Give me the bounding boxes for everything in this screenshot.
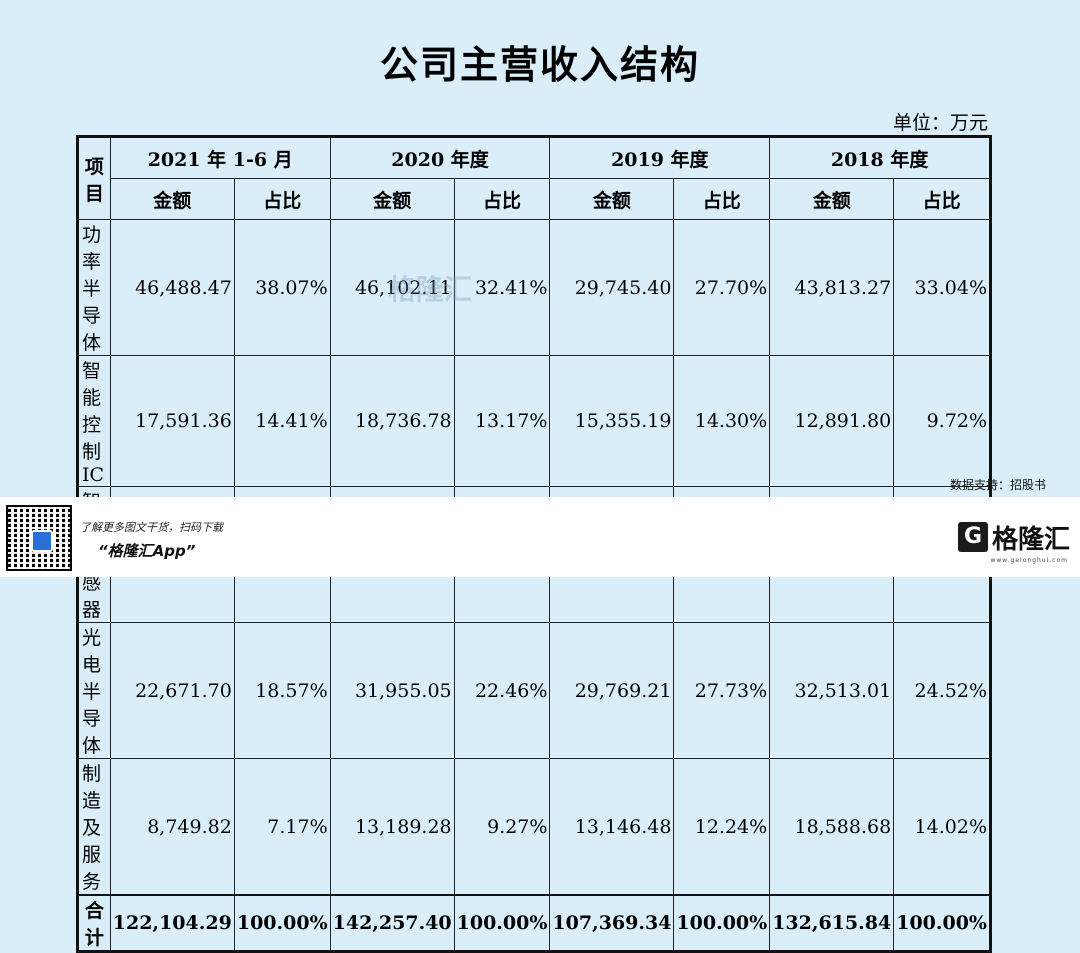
cell-value: 12.24% [673,758,771,896]
period-header: 2018 年度 [769,136,991,179]
table-row: 制造及服务 8,749.82 7.17% 13,189.28 9.27% 13,146.4… [77,758,991,896]
cell-value: 27.73% [673,622,771,759]
period-header: 2021 年 1-6 月 [109,136,331,179]
page-title: 公司主营收入结构 [379,43,700,87]
cell-value: 13.17% [453,355,551,487]
cell-value: 100.00% [893,894,991,952]
table-row: 功率半导体 46,488.47 38.07% 46,102.11 32.41% 29,74… [77,219,991,356]
share-header: 占比 [233,178,331,220]
cell-value: 29,745.40 [549,219,675,356]
cell-value: 100.00% [453,894,551,952]
cell-value: 46,488.47 [109,219,235,356]
cell-value: 8,749.82 [109,758,235,896]
app-name: “格隆汇App” [98,542,196,560]
cell-value: 22,671.70 [109,622,235,759]
cell-value: 14.41% [233,355,331,487]
brand-mark-icon: G [957,522,988,552]
cell-value: 38.07% [233,219,331,356]
cell-value: 14.02% [893,758,991,896]
total-row: 合计 122,104.29 100.00% 142,257.40 100.00%… [77,894,991,952]
footer-bar: 了解更多图文干货，扫码下载 “格隆汇App” G 格隆汇 www.gelongh… [0,497,1080,577]
period-header: 2019 年度 [549,136,771,179]
amount-header: 金额 [329,178,455,220]
row-label: 合计 [77,894,111,952]
header-row-columns: 金额 占比 金额 占比 金额 占比 金额 占比 [78,178,991,220]
cell-value: 27.70% [673,219,771,356]
cell-value: 32,513.01 [769,622,895,759]
cell-value: 100.00% [673,894,771,952]
cell-value: 29,769.21 [549,622,675,759]
cell-value: 107,369.34 [549,894,675,952]
cell-value: 31,955.05 [329,622,455,759]
app-logo-icon [31,530,53,552]
amount-header: 金额 [109,178,235,220]
share-header: 占比 [893,178,991,220]
header-row-periods: 项目 2021 年 1-6 月 2020 年度 2019 年度 2018 年度 [77,136,991,220]
cell-value: 132,615.84 [769,894,895,952]
row-label: 功率半导体 [77,219,111,356]
cell-value: 46,102.11 [329,219,455,356]
row-label: 制造及服务 [77,758,111,896]
download-tip: 了解更多图文干货，扫码下载 [80,521,223,534]
qr-code-icon [6,505,72,571]
cell-value: 9.72% [893,355,991,487]
cell-value: 43,813.27 [769,219,895,356]
cell-value: 18.57% [233,622,331,759]
cell-value: 32.41% [453,219,551,356]
cell-value: 18,736.78 [329,355,455,487]
cell-value: 14.30% [673,355,771,487]
brand-logo: G 格隆汇 [957,519,1070,555]
brand-name: 格隆汇 [991,524,1070,555]
cell-value: 13,189.28 [329,758,455,896]
cell-value: 18,588.68 [769,758,895,896]
cell-value: 12,891.80 [769,355,895,487]
period-header: 2020 年度 [329,136,551,179]
cell-value: 100.00% [233,894,331,952]
cell-value: 22.46% [453,622,551,759]
amount-header: 金额 [769,178,895,220]
share-header: 占比 [673,178,771,220]
table-row: 智能控制 IC 17,591.36 14.41% 18,736.78 13.17% 15,… [77,355,991,487]
cell-value: 24.52% [893,622,991,759]
item-header: 项目 [77,136,111,220]
cell-value: 9.27% [453,758,551,896]
source-note: 数据支持：招股书 [949,478,1046,492]
cell-value: 13,146.48 [549,758,675,896]
brand-url: www.gelonghui.com [990,557,1068,564]
amount-header: 金额 [549,178,675,220]
cell-value: 33.04% [893,219,991,356]
share-header: 占比 [453,178,551,220]
cell-value: 142,257.40 [329,894,455,952]
cell-value: 7.17% [233,758,331,896]
cell-value: 15,355.19 [549,355,675,487]
cell-value: 122,104.29 [109,894,235,952]
row-label: 智能控制 IC [77,355,111,487]
unit-label: 单位：万元 [892,112,988,134]
row-label: 光电半导体 [77,622,111,759]
cell-value: 17,591.36 [109,355,235,487]
table-row: 光电半导体 22,671.70 18.57% 31,955.05 22.46% 29,76… [77,622,991,759]
